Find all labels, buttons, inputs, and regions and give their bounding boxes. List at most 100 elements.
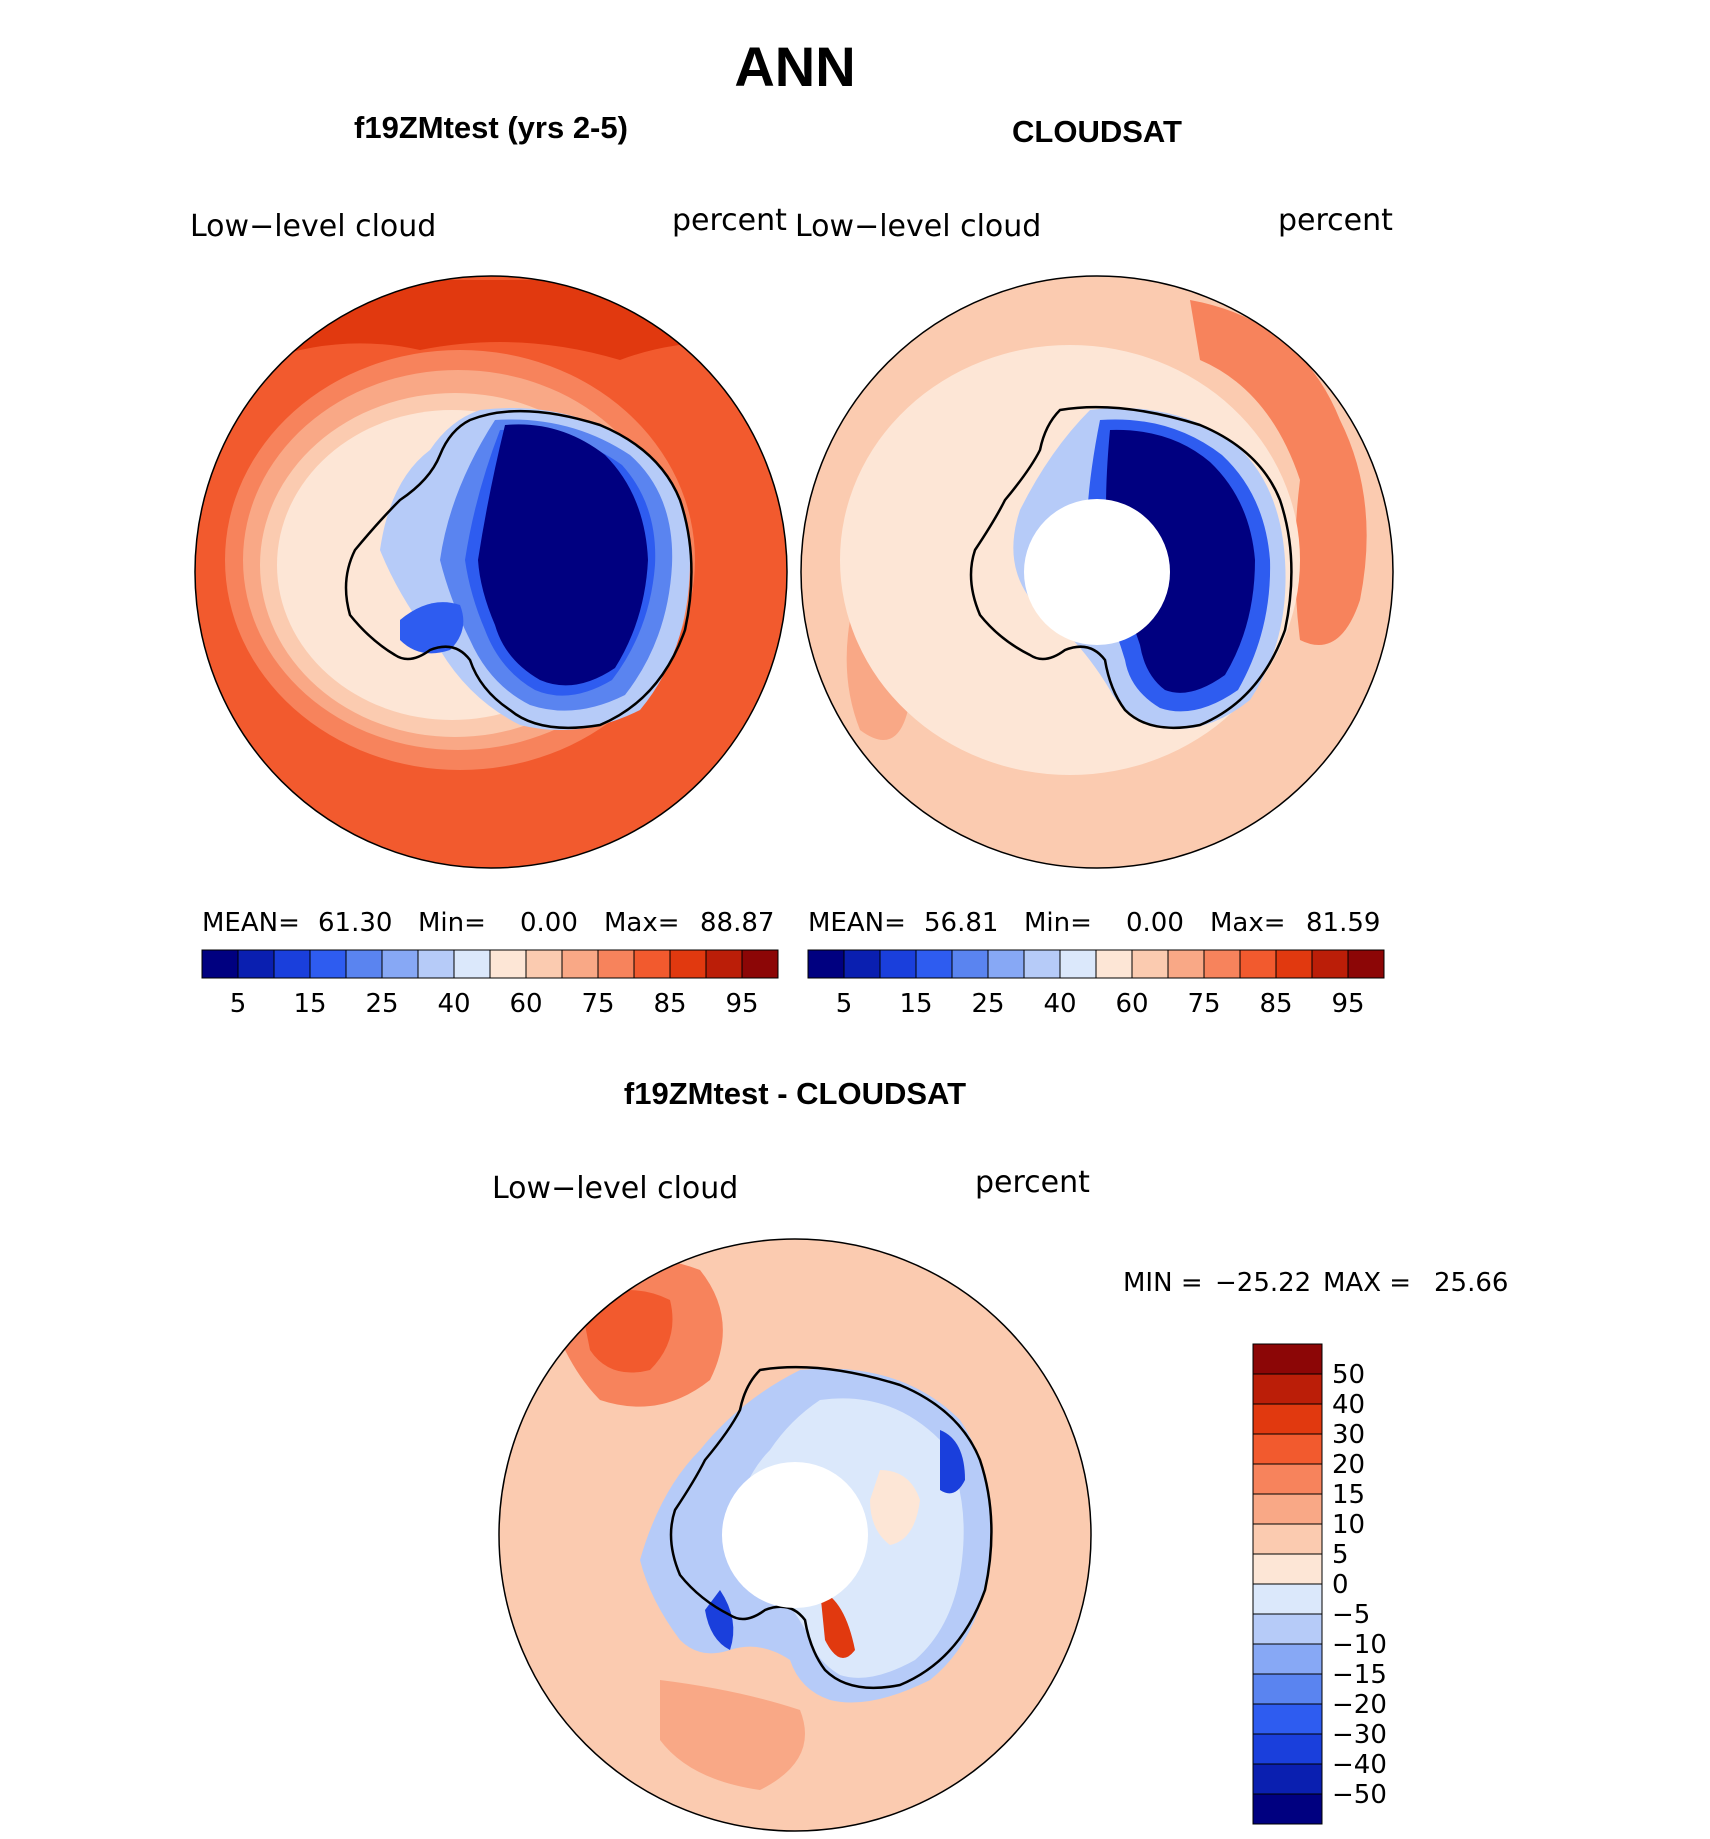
panel-model-max-label: Max=: [604, 908, 680, 938]
panel-obs-mean-label: MEAN=: [808, 908, 906, 938]
panel-obs-min-label: Min=: [1024, 908, 1092, 938]
colorbar-swatch: [1167, 949, 1205, 979]
colorbar-tick-label: −10: [1332, 1630, 1387, 1660]
colorbar-swatch: [1252, 1793, 1323, 1825]
colorbar-swatch: [915, 949, 953, 979]
colorbar-tick-label: 95: [725, 989, 758, 1019]
colorbar-tick-label: 60: [1115, 989, 1148, 1019]
colorbar-swatch: [1252, 1433, 1323, 1465]
colorbar-tick-label: 5: [836, 989, 853, 1019]
map-border: [194, 275, 788, 869]
map-diff-strong-pos: [820, 1590, 855, 1658]
map-high-patch: [1190, 300, 1367, 645]
panel-obs-title: CLOUDSAT: [1012, 114, 1182, 149]
colorbar-swatch: [417, 949, 455, 979]
colorbar-tick-label: 15: [899, 989, 932, 1019]
panel-diff-map: [499, 1239, 1091, 1831]
colorbar-swatch: [987, 949, 1025, 979]
colorbar-swatch: [1203, 949, 1241, 979]
colorbar-tick-label: 75: [581, 989, 614, 1019]
colorbar-swatch: [1252, 1343, 1323, 1375]
colorbar-tick-label: −40: [1332, 1750, 1387, 1780]
panel-model-units: percent: [672, 203, 787, 238]
colorbar-tick-label: 40: [1043, 989, 1076, 1019]
colorbar-tick-label: 5: [1332, 1540, 1349, 1570]
panel-model-mean-label: MEAN=: [202, 908, 300, 938]
map-border: [800, 275, 1394, 869]
colorbar-swatch: [561, 949, 599, 979]
colorbar-swatch: [381, 949, 419, 979]
colorbar-swatch: [273, 949, 311, 979]
panel-diff-max-value: 25.66: [1434, 1268, 1508, 1298]
colorbar-swatch: [633, 949, 671, 979]
map-pole-hole: [1024, 499, 1170, 645]
colorbar-swatch: [1023, 949, 1061, 979]
colorbar-swatch: [843, 949, 881, 979]
colorbar-swatch: [525, 949, 563, 979]
colorbar-tick-label: 30: [1332, 1420, 1365, 1450]
panel-diff-variable: Low−level cloud: [492, 1171, 738, 1206]
colorbar-swatch: [1252, 1373, 1323, 1405]
colorbar-swatch: [597, 949, 635, 979]
colorbar-swatch: [705, 949, 743, 979]
colorbar-swatch: [1252, 1553, 1323, 1585]
panel-diff-min-value: −25.22: [1215, 1268, 1311, 1298]
colorbar-tick-label: 0: [1332, 1570, 1349, 1600]
colorbar-tick-label: 5: [230, 989, 247, 1019]
map-coastline: [669, 1365, 993, 1690]
colorbar-tick-label: −15: [1332, 1660, 1387, 1690]
colorbar-swatch: [309, 949, 347, 979]
panel-diff-min-label: MIN =: [1123, 1268, 1203, 1298]
colorbar-swatch: [1252, 1463, 1323, 1495]
panel-model-min-value: 0.00: [520, 908, 578, 938]
colorbar-swatch: [669, 949, 707, 979]
colorbar-tick-label: 25: [365, 989, 398, 1019]
colorbar-swatch: [1252, 1493, 1323, 1525]
colorbar-swatch: [1252, 1583, 1323, 1615]
colorbar-tick-label: 40: [437, 989, 470, 1019]
colorbar-swatch: [879, 949, 917, 979]
colorbar-tick-label: 20: [1332, 1450, 1365, 1480]
colorbar-swatch: [201, 949, 239, 979]
colorbar-swatch: [345, 949, 383, 979]
colorbar-swatch: [951, 949, 989, 979]
colorbar-tick-label: −5: [1332, 1600, 1370, 1630]
panel-model-max-value: 88.87: [700, 908, 774, 938]
map-mid-patch: [660, 1680, 805, 1790]
panel-diff-units: percent: [975, 1165, 1090, 1200]
colorbar-swatch: [489, 949, 527, 979]
colorbar-swatch: [1059, 949, 1097, 979]
panel-model-colorbar: 5 15 25 40 60 75 85 95: [201, 949, 779, 1019]
colorbar-swatch: [1347, 949, 1385, 979]
panel-obs-variable: Low−level cloud: [795, 209, 1041, 244]
colorbar-swatch: [1252, 1523, 1323, 1555]
colorbar-swatch: [1311, 949, 1349, 979]
colorbar-tick-label: 25: [971, 989, 1004, 1019]
panel-model-min-label: Min=: [418, 908, 486, 938]
panel-obs-max-value: 81.59: [1306, 908, 1380, 938]
colorbar-swatch: [1252, 1403, 1323, 1435]
colorbar-tick-label: 10: [1332, 1510, 1365, 1540]
panel-model-map: [195, 276, 787, 868]
colorbar-tick-label: 15: [293, 989, 326, 1019]
map-pole-hole: [722, 1462, 868, 1608]
main-title: ANN: [734, 35, 855, 98]
map-diff-pos-patch: [870, 1470, 920, 1545]
panel-obs-map: [801, 276, 1393, 868]
map-ice-core: [478, 424, 648, 686]
colorbar-swatch: [453, 949, 491, 979]
colorbar-tick-label: −30: [1332, 1720, 1387, 1750]
colorbar-tick-label: 85: [653, 989, 686, 1019]
panel-model-mean-value: 61.30: [318, 908, 392, 938]
panel-obs-max-label: Max=: [1210, 908, 1286, 938]
colorbar-tick-label: 85: [1259, 989, 1292, 1019]
colorbar-tick-label: −50: [1332, 1780, 1387, 1810]
colorbar-swatch: [807, 949, 845, 979]
colorbar-swatch: [1252, 1613, 1323, 1645]
map-coastline: [969, 405, 1293, 730]
panel-model: f19ZMtest (yrs 2-5) Low−level cloud perc…: [190, 110, 788, 1019]
panel-diff: f19ZMtest - CLOUDSAT Low−level cloud per…: [492, 1076, 1508, 1832]
colorbar-tick-label: 95: [1331, 989, 1364, 1019]
